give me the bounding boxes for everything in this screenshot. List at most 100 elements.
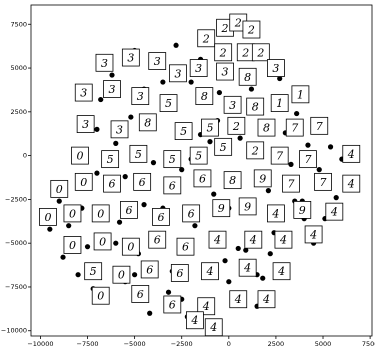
thumbnail	[63, 236, 82, 254]
thumbnail-digit: 4	[271, 207, 279, 220]
point	[305, 142, 311, 148]
x-tick-label: −10000	[27, 340, 53, 348]
point	[188, 79, 194, 85]
thumbnail	[186, 311, 204, 330]
y-tick-label: −7500	[5, 283, 27, 291]
point	[237, 135, 243, 141]
thumbnail-digit: 1	[297, 88, 304, 101]
thumbnail	[112, 265, 131, 284]
thumbnail	[342, 174, 361, 193]
point	[226, 279, 232, 285]
thumbnail-digit: 3	[229, 99, 236, 112]
thumbnail	[148, 52, 167, 70]
thumbnail	[274, 230, 293, 249]
x-tick-label: 2500	[268, 340, 285, 348]
thumbnail	[50, 179, 69, 198]
thumbnail-digit: 9	[218, 202, 225, 215]
point	[277, 75, 283, 82]
thumbnail	[39, 208, 57, 226]
thumbnail-digit: 5	[165, 97, 172, 110]
thumbnail-digit: 4	[213, 234, 221, 247]
thumbnail-digit: 1	[276, 97, 283, 110]
thumbnail-digit: 9	[244, 200, 251, 213]
point	[316, 167, 322, 173]
thumbnail-digit: 9	[299, 204, 306, 217]
thumbnail	[169, 64, 187, 83]
thumbnail-digit: 3	[272, 62, 279, 75]
thumbnail	[133, 172, 152, 191]
axes-frame	[30, 4, 373, 337]
thumbnail	[293, 201, 312, 219]
thumbnail-digit: 3	[195, 62, 202, 75]
thumbnail	[227, 116, 246, 135]
thumbnail-digit: 0	[127, 241, 134, 254]
thumbnail	[244, 230, 263, 249]
thumbnail-digit: 4	[209, 321, 217, 334]
thumbnail	[170, 264, 189, 282]
thumbnail-digit: 2	[232, 120, 240, 133]
point	[327, 144, 334, 150]
thumbnail-digit: 7	[287, 178, 294, 191]
thumbnail-digit: 5	[195, 150, 202, 163]
point	[60, 254, 66, 260]
thumbnail	[74, 83, 93, 102]
thumbnail	[270, 146, 289, 165]
y-tick-label: −2500	[5, 195, 27, 203]
thumbnail-digit: 4	[249, 234, 257, 247]
thumbnail	[251, 43, 270, 62]
thumbnail-digit: 0	[80, 176, 87, 189]
thumbnail	[93, 232, 112, 251]
point	[222, 258, 228, 264]
x-tick-label: −5000	[124, 340, 146, 348]
point	[66, 223, 72, 229]
thumbnail	[201, 118, 219, 137]
point	[260, 275, 266, 281]
thumbnail-digit: 8	[144, 116, 151, 129]
thumbnail-digit: 4	[347, 178, 355, 191]
thumbnail-digit: 0	[69, 207, 76, 220]
thumbnail-digit: 4	[190, 314, 198, 327]
point	[128, 114, 134, 120]
point	[235, 245, 241, 252]
thumbnail-digit: 2	[202, 32, 210, 45]
thumbnail	[103, 174, 121, 193]
point	[84, 244, 91, 250]
thumbnail	[163, 150, 182, 169]
thumbnail-digit: 2	[241, 46, 249, 59]
thumbnail	[197, 29, 216, 48]
thumbnail	[140, 260, 159, 279]
thumbnail-digit: 4	[330, 206, 338, 219]
thumbnail	[131, 285, 150, 303]
x-tick-label: 7500	[362, 340, 375, 348]
y-tick-label: 2500	[10, 108, 27, 116]
thumbnail	[314, 172, 332, 191]
thumbnail	[246, 97, 265, 116]
y-tick-label: 0	[23, 152, 27, 160]
thumbnail-digit: 2	[251, 144, 259, 157]
thumbnail-digit: 5	[90, 265, 97, 278]
point	[94, 170, 100, 176]
point	[265, 188, 271, 194]
thumbnail-digit: 0	[56, 183, 63, 196]
thumbnail-digit: 7	[316, 120, 323, 133]
thumbnail	[121, 237, 140, 256]
y-tick-label: 5000	[10, 64, 27, 72]
thumbnail	[103, 80, 121, 98]
thumbnail-digit: 3	[109, 83, 116, 96]
thumbnail-digit: 4	[205, 265, 213, 278]
thumbnail	[238, 197, 257, 216]
thumbnail-digit: 8	[252, 101, 259, 114]
thumbnail	[159, 94, 178, 112]
thumbnail	[71, 146, 89, 165]
thumbnail-digit: 4	[262, 293, 270, 306]
thumbnail-digit: 4	[279, 234, 287, 247]
point	[150, 160, 157, 166]
thumbnail	[212, 199, 231, 218]
point	[173, 42, 179, 48]
thumbnail	[63, 204, 82, 223]
thumbnail	[148, 230, 167, 249]
thumbnail	[214, 43, 233, 62]
thumbnail	[101, 150, 120, 169]
point	[147, 310, 153, 316]
